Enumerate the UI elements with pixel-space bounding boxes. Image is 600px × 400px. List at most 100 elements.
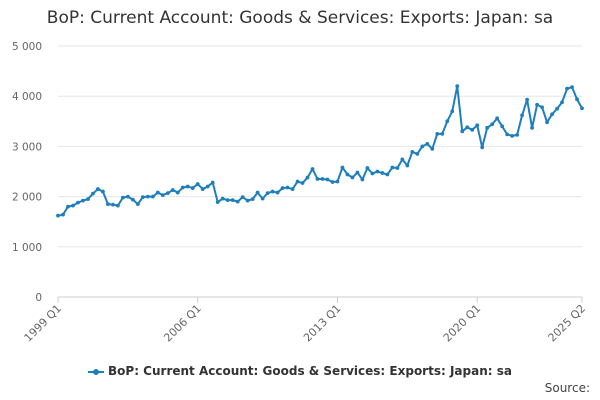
data-point[interactable] xyxy=(575,97,579,102)
data-point[interactable] xyxy=(485,125,490,130)
data-point[interactable] xyxy=(350,175,355,180)
data-point[interactable] xyxy=(175,190,180,195)
data-point[interactable] xyxy=(195,182,200,186)
data-point[interactable] xyxy=(360,177,365,182)
data-point[interactable] xyxy=(61,212,65,217)
data-point[interactable] xyxy=(310,167,315,171)
legend[interactable]: BoP: Current Account: Goods & Services: … xyxy=(0,364,600,378)
data-point[interactable] xyxy=(530,125,534,130)
data-point[interactable] xyxy=(170,188,175,192)
data-point[interactable] xyxy=(470,127,475,132)
data-point[interactable] xyxy=(115,203,120,208)
data-point[interactable] xyxy=(300,181,305,185)
data-point[interactable] xyxy=(106,202,110,207)
data-point[interactable] xyxy=(385,172,390,177)
data-point[interactable] xyxy=(565,86,569,91)
data-point[interactable] xyxy=(340,165,345,170)
data-point[interactable] xyxy=(515,132,520,137)
data-point[interactable] xyxy=(86,197,90,202)
data-point[interactable] xyxy=(420,144,425,149)
data-point[interactable] xyxy=(580,106,584,111)
data-point[interactable] xyxy=(305,175,310,180)
data-point[interactable] xyxy=(250,197,255,202)
data-point[interactable] xyxy=(495,116,500,121)
data-point[interactable] xyxy=(500,124,505,129)
data-point[interactable] xyxy=(120,195,125,200)
data-point[interactable] xyxy=(225,198,230,203)
data-point[interactable] xyxy=(290,187,295,191)
data-point[interactable] xyxy=(490,122,495,127)
data-point[interactable] xyxy=(520,113,525,118)
data-point[interactable] xyxy=(150,194,155,199)
data-point[interactable] xyxy=(280,186,285,190)
data-point[interactable] xyxy=(430,147,435,151)
data-point[interactable] xyxy=(400,157,405,162)
data-point[interactable] xyxy=(365,166,370,170)
data-point[interactable] xyxy=(540,105,544,110)
data-point[interactable] xyxy=(275,190,280,195)
data-point[interactable] xyxy=(190,186,195,190)
data-point[interactable] xyxy=(440,131,445,136)
data-point[interactable] xyxy=(101,189,105,194)
data-point[interactable] xyxy=(165,191,170,195)
data-point[interactable] xyxy=(320,177,325,181)
data-point[interactable] xyxy=(375,169,380,174)
data-point[interactable] xyxy=(160,193,165,197)
data-point[interactable] xyxy=(380,171,385,175)
data-point[interactable] xyxy=(325,177,330,182)
data-point[interactable] xyxy=(480,145,485,150)
data-point[interactable] xyxy=(81,198,85,203)
data-point[interactable] xyxy=(220,196,225,201)
data-point[interactable] xyxy=(410,150,415,154)
data-point[interactable] xyxy=(450,109,455,114)
series-line[interactable] xyxy=(57,85,583,217)
data-point[interactable] xyxy=(335,179,340,184)
data-point[interactable] xyxy=(545,120,549,125)
data-point[interactable] xyxy=(570,85,574,90)
data-point[interactable] xyxy=(465,125,470,130)
data-point[interactable] xyxy=(535,102,539,107)
data-point[interactable] xyxy=(71,203,75,208)
data-point[interactable] xyxy=(245,198,250,203)
data-point[interactable] xyxy=(390,165,395,170)
data-point[interactable] xyxy=(205,184,210,189)
data-point[interactable] xyxy=(240,195,245,200)
data-point[interactable] xyxy=(140,195,145,200)
data-point[interactable] xyxy=(155,190,160,195)
data-point[interactable] xyxy=(555,106,559,111)
data-point[interactable] xyxy=(265,191,270,195)
data-point[interactable] xyxy=(550,112,554,117)
data-point[interactable] xyxy=(330,180,335,184)
data-point[interactable] xyxy=(135,202,140,207)
data-point[interactable] xyxy=(96,187,100,191)
data-point[interactable] xyxy=(445,119,450,124)
data-point[interactable] xyxy=(185,184,190,189)
data-point[interactable] xyxy=(425,141,430,146)
data-point[interactable] xyxy=(215,200,220,205)
data-point[interactable] xyxy=(111,202,115,207)
data-point[interactable] xyxy=(180,185,185,190)
data-point[interactable] xyxy=(125,194,130,199)
data-point[interactable] xyxy=(295,179,300,184)
data-point[interactable] xyxy=(370,171,375,176)
data-point[interactable] xyxy=(505,132,510,137)
data-point[interactable] xyxy=(415,152,420,156)
data-point[interactable] xyxy=(91,191,95,196)
data-point[interactable] xyxy=(285,185,290,190)
data-point[interactable] xyxy=(56,213,60,218)
data-point[interactable] xyxy=(315,177,320,181)
data-point[interactable] xyxy=(460,129,465,134)
data-point[interactable] xyxy=(355,170,360,175)
data-point[interactable] xyxy=(475,123,480,128)
data-point[interactable] xyxy=(66,204,70,209)
data-point[interactable] xyxy=(255,190,260,195)
data-point[interactable] xyxy=(230,198,235,203)
data-point[interactable] xyxy=(435,131,440,136)
data-point[interactable] xyxy=(130,197,135,202)
data-point[interactable] xyxy=(560,100,564,105)
data-point[interactable] xyxy=(525,97,529,102)
source-credit[interactable]: Source: xyxy=(544,381,590,395)
data-point[interactable] xyxy=(235,199,240,204)
data-point[interactable] xyxy=(455,84,460,89)
data-point[interactable] xyxy=(200,187,205,191)
